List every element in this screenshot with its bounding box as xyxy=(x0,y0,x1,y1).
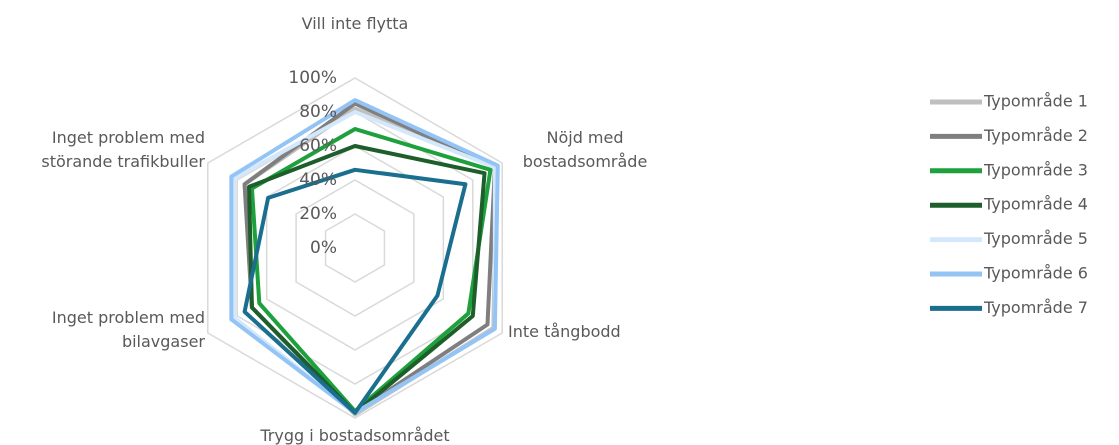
tick-label: 40% xyxy=(299,170,337,190)
legend-label: Typområde 4 xyxy=(983,195,1088,214)
legend-label: Typområde 6 xyxy=(983,264,1088,283)
axis-label: Trygg i bostadsområdet xyxy=(260,426,450,445)
tick-label: 80% xyxy=(299,102,337,122)
series-line xyxy=(232,110,497,415)
tick-label: 100% xyxy=(288,68,337,88)
grid-line xyxy=(207,77,503,419)
legend-label: Typområde 1 xyxy=(983,92,1088,111)
axis-label: Vill inte flytta xyxy=(301,14,409,33)
tick-label: 60% xyxy=(299,136,337,156)
axis-label: Inget problem med bilavgaser xyxy=(51,308,205,351)
tick-label: 20% xyxy=(299,204,337,224)
axis-label: Inte tångbodd xyxy=(508,322,621,341)
grid-line xyxy=(295,179,415,317)
legend-label: Typområde 5 xyxy=(983,229,1088,248)
series-line xyxy=(242,167,468,415)
grid-line xyxy=(236,111,474,385)
legend-label: Typområde 7 xyxy=(983,298,1088,317)
tick-label: 0% xyxy=(310,238,337,258)
axis-label: Nöjd med bostadsområde xyxy=(522,128,648,171)
legend-label: Typområde 3 xyxy=(983,160,1088,179)
legend-label: Typområde 2 xyxy=(983,126,1088,145)
axis-label: Inget problem med störande trafikbuller xyxy=(41,128,205,171)
grid-line xyxy=(324,213,386,283)
